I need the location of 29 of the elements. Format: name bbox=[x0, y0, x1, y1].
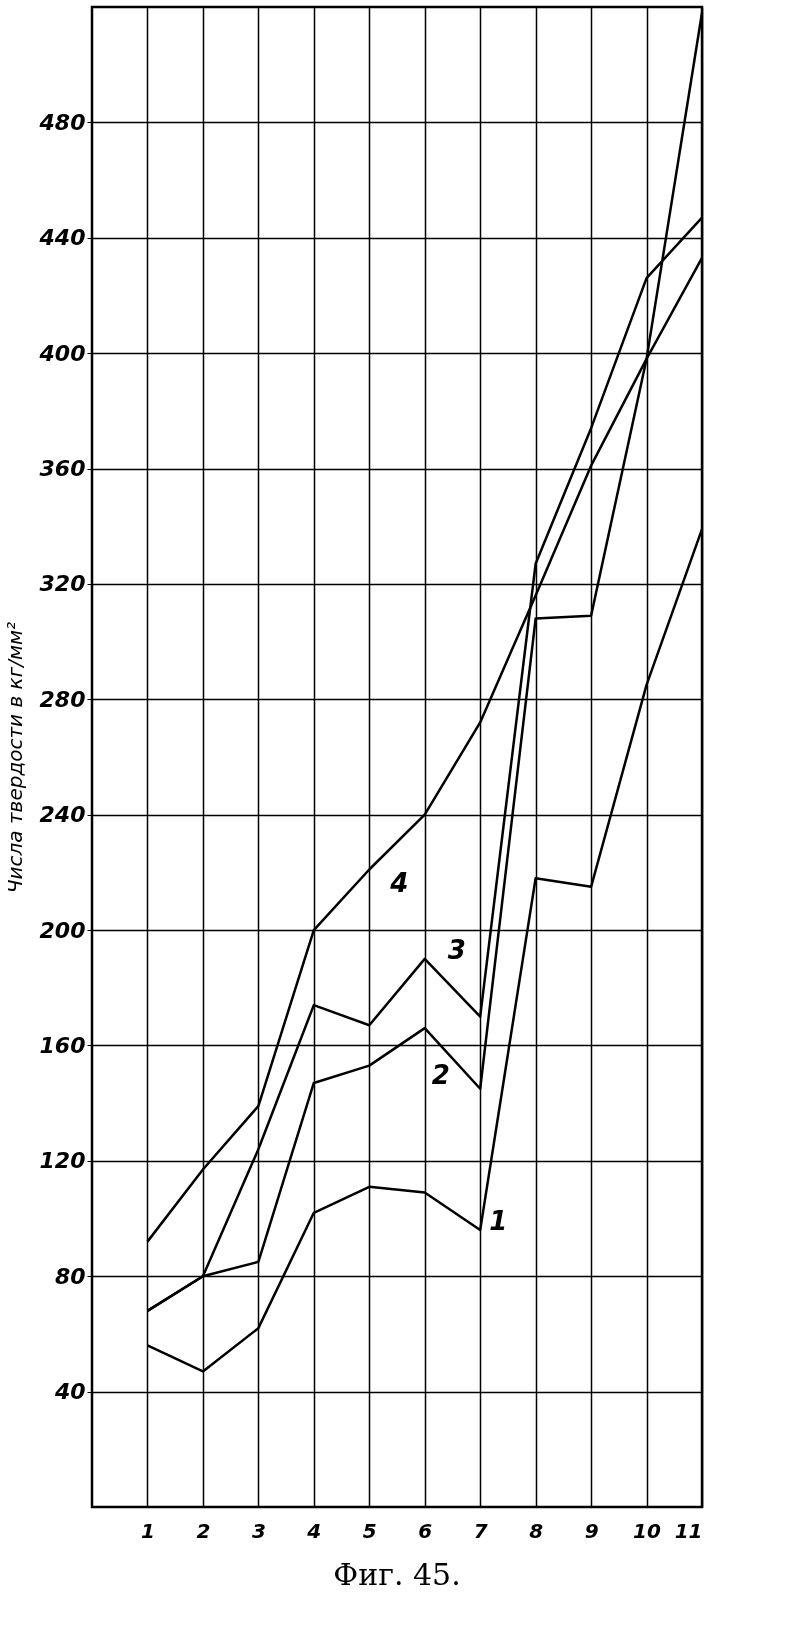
y-tick-label: 480 bbox=[38, 109, 86, 135]
y-axis-title: Числа твердости в кг/мм² bbox=[2, 621, 27, 894]
y-tick-label: 280 bbox=[39, 686, 86, 712]
x-tick-label: 7 bbox=[473, 1518, 488, 1543]
series-label: 3 bbox=[447, 934, 466, 965]
x-tick-label: 3 bbox=[251, 1518, 266, 1543]
series-label: 4 bbox=[389, 867, 409, 898]
x-tick-label: 10 bbox=[633, 1518, 662, 1543]
series-label: 2 bbox=[431, 1060, 450, 1091]
x-tick-label: 11 bbox=[674, 1518, 703, 1543]
x-tick-label: 9 bbox=[584, 1518, 599, 1543]
x-tick-label: 8 bbox=[529, 1518, 544, 1543]
x-tick-label: 6 bbox=[418, 1518, 433, 1543]
y-tick-label: 160 bbox=[39, 1032, 86, 1058]
x-tick-label: 2 bbox=[196, 1518, 211, 1543]
text: Фиг. 45. bbox=[333, 1557, 461, 1592]
y-tick-label: 200 bbox=[39, 917, 86, 943]
y-tick-label: 320 bbox=[39, 571, 86, 597]
y-tick-label: 400 bbox=[38, 340, 86, 366]
series-label: 1 bbox=[489, 1206, 508, 1237]
y-tick-label: 40 bbox=[53, 1379, 86, 1405]
x-tick-label: 4 bbox=[306, 1518, 322, 1543]
y-tick-label: 440 bbox=[38, 225, 86, 251]
y-tick-label: 360 bbox=[39, 456, 86, 482]
x-tick-label: 1 bbox=[140, 1518, 155, 1543]
y-tick-label: 80 bbox=[54, 1263, 86, 1289]
y-tick-label: 240 bbox=[39, 802, 86, 828]
x-tick-label: 5 bbox=[362, 1518, 377, 1543]
y-tick-label: 120 bbox=[39, 1148, 86, 1174]
